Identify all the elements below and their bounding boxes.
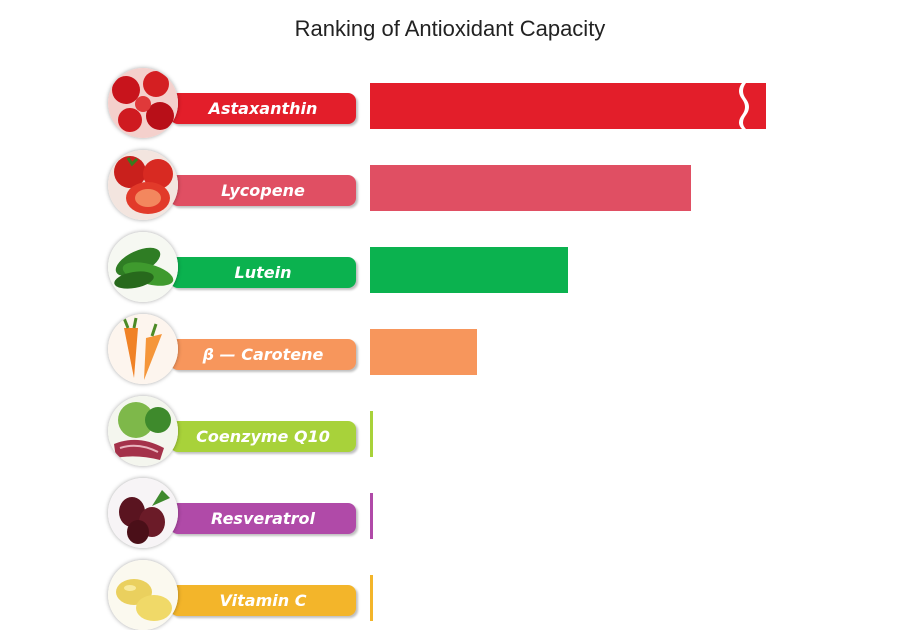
vegetables-meat-icon — [108, 396, 178, 466]
spinach-icon — [108, 232, 178, 302]
grape-icon — [108, 478, 178, 548]
axis-break-marker — [739, 83, 749, 129]
category-label: Vitamin C — [170, 585, 356, 616]
bar-5 — [370, 411, 373, 457]
category-label: Lycopene — [170, 175, 356, 206]
tomato-icon — [108, 150, 178, 220]
chart-title: Ranking of Antioxidant Capacity — [294, 16, 606, 41]
red-cells-icon — [108, 68, 178, 138]
lemon-icon — [108, 560, 178, 630]
category-label: Astaxanthin — [170, 93, 356, 124]
bar-1 — [370, 83, 766, 129]
bar-4 — [370, 329, 477, 375]
bar-6 — [370, 493, 373, 539]
carrot-icon — [108, 314, 178, 384]
bar-3 — [370, 247, 568, 293]
category-label: Resveratrol — [170, 503, 356, 534]
category-label: β — Carotene — [170, 339, 356, 370]
category-label: Lutein — [170, 257, 356, 288]
bar-2 — [370, 165, 691, 211]
category-label: Coenzyme Q10 — [170, 421, 356, 452]
bar-7 — [370, 575, 373, 621]
